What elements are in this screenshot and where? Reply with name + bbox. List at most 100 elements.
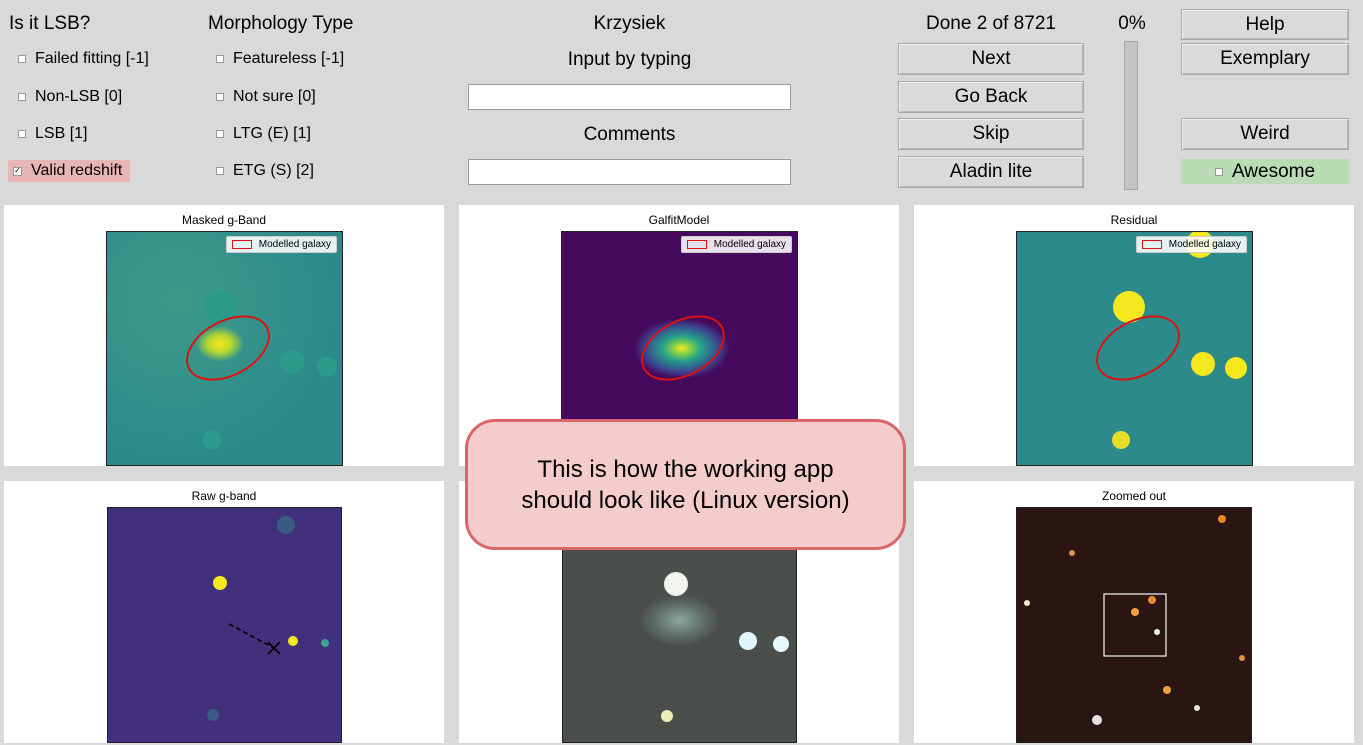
- checkmark-icon[interactable]: ✓: [13, 165, 22, 176]
- typing-input[interactable]: [468, 84, 791, 110]
- color-composite-plot: [661, 572, 789, 722]
- galaxy-source: [1131, 608, 1139, 616]
- checkbox-box[interactable]: [18, 93, 26, 101]
- checkbox-label: ETG (S) [2]: [233, 162, 314, 179]
- masked-gband-image: Modelled galaxy: [106, 231, 343, 466]
- star-source: [1191, 352, 1215, 376]
- typing-label: Input by typing: [567, 49, 692, 70]
- weird-button[interactable]: Weird: [1181, 118, 1349, 150]
- user-name: Krzysiek: [593, 13, 666, 34]
- masked-gband-plot: [186, 291, 337, 450]
- legend: Modelled galaxy: [680, 236, 792, 253]
- residual-image: Modelled galaxy: [1016, 231, 1253, 466]
- checkbox-box[interactable]: [216, 130, 224, 138]
- legend-swatch: [1141, 240, 1162, 249]
- faint-source: [277, 516, 295, 534]
- faint-source: [207, 709, 219, 721]
- star-source: [739, 632, 757, 650]
- panel-title: Raw g-band: [191, 489, 257, 503]
- checkbox-box[interactable]: [1214, 167, 1223, 176]
- legend-swatch: [686, 240, 707, 249]
- galaxy-source: [1163, 686, 1171, 694]
- star-source: [213, 576, 227, 590]
- panel-title: GalfitModel: [648, 213, 710, 227]
- next-button[interactable]: Next: [898, 43, 1084, 75]
- galaxy-source: [1218, 515, 1226, 523]
- legend-label: Modelled galaxy: [258, 239, 331, 250]
- callout-bubble: This is how the working app should look …: [465, 419, 906, 550]
- raw-gband-image: [107, 507, 342, 743]
- checkbox-box[interactable]: [216, 167, 224, 175]
- masked-region: [317, 357, 337, 377]
- raw-gband-panel: Raw g-band: [4, 481, 444, 743]
- star-source: [1024, 600, 1030, 606]
- checkbox-lsb[interactable]: LSB [1]: [13, 123, 92, 145]
- checkbox-label: LSB [1]: [35, 125, 88, 142]
- checkbox-label: Failed fitting [-1]: [35, 50, 149, 67]
- zoomed-out-panel: Zoomed out: [914, 481, 1354, 743]
- star-source: [1112, 431, 1130, 449]
- center-cross-icon: [267, 641, 281, 655]
- checkbox-box[interactable]: [216, 55, 224, 63]
- checkbox-label: Valid redshift: [31, 162, 123, 179]
- legend-label: Modelled galaxy: [1168, 239, 1241, 250]
- checkbox-label: Not sure [0]: [233, 88, 316, 105]
- comments-input[interactable]: [468, 159, 791, 185]
- panel-title: Masked g-Band: [181, 213, 267, 227]
- star-source: [664, 572, 688, 596]
- lsb-group-title: Is it LSB?: [9, 13, 91, 34]
- help-button[interactable]: Help: [1181, 9, 1349, 40]
- morphology-group-title: Morphology Type: [208, 13, 354, 34]
- checkbox-label: Non-LSB [0]: [35, 88, 123, 105]
- star-source: [773, 636, 789, 652]
- galfit-model-plot: [641, 315, 725, 381]
- legend: Modelled galaxy: [1135, 236, 1247, 253]
- checkbox-box[interactable]: [18, 130, 26, 138]
- checkbox-valid-redshift[interactable]: ✓ Valid redshift: [8, 160, 130, 182]
- checkbox-not-sure[interactable]: Not sure [0]: [211, 86, 321, 108]
- checkbox-box[interactable]: [18, 55, 26, 63]
- raw-gband-plot: [207, 516, 329, 721]
- aladin-lite-button[interactable]: Aladin lite: [898, 156, 1084, 188]
- star-source: [1154, 629, 1160, 635]
- masked-region: [204, 291, 236, 323]
- progress-bar: [1124, 41, 1138, 190]
- fit-ellipse: [186, 315, 270, 381]
- progress-percent: 0%: [1118, 13, 1146, 34]
- checkbox-featureless[interactable]: Featureless [-1]: [211, 48, 349, 70]
- galaxy-source: [1239, 655, 1245, 661]
- galaxy-source: [1148, 596, 1156, 604]
- star-source: [288, 636, 298, 646]
- awesome-checkbox[interactable]: Awesome: [1181, 159, 1349, 184]
- checkbox-non-lsb[interactable]: Non-LSB [0]: [13, 86, 127, 108]
- fit-ellipse: [641, 315, 725, 381]
- skip-button[interactable]: Skip: [898, 118, 1084, 150]
- checkbox-ltg[interactable]: LTG (E) [1]: [211, 123, 316, 145]
- star-source: [1194, 705, 1200, 711]
- checkbox-etg[interactable]: ETG (S) [2]: [211, 160, 319, 182]
- star-source: [1092, 715, 1102, 725]
- fit-ellipse: [1096, 315, 1180, 381]
- residual-panel: Residual Modelled galaxy: [914, 205, 1354, 466]
- residual-plot: [1096, 232, 1247, 449]
- star-source: [661, 710, 673, 722]
- zoomed-out-image: [1016, 507, 1252, 743]
- checkbox-failed-fitting[interactable]: Failed fitting [-1]: [13, 48, 154, 70]
- galaxy-source: [1069, 550, 1075, 556]
- checkbox-box[interactable]: [216, 93, 224, 101]
- panel-title: Residual: [1110, 213, 1158, 227]
- progress-count: Done 2 of 8721: [926, 13, 1056, 34]
- star-source: [1225, 357, 1247, 379]
- zoomed-out-plot: [1024, 515, 1245, 725]
- awesome-label: Awesome: [1231, 160, 1316, 182]
- legend: Modelled galaxy: [225, 236, 337, 253]
- offset-line: [228, 623, 275, 649]
- checkbox-label: LTG (E) [1]: [233, 125, 311, 142]
- go-back-button[interactable]: Go Back: [898, 81, 1084, 113]
- star-source: [1113, 291, 1145, 323]
- star-source: [321, 639, 329, 647]
- masked-region: [280, 350, 304, 374]
- legend-swatch: [231, 240, 252, 249]
- masked-gband-panel: Masked g-Band Modelled galaxy: [4, 205, 444, 466]
- exemplary-button[interactable]: Exemplary: [1181, 43, 1349, 75]
